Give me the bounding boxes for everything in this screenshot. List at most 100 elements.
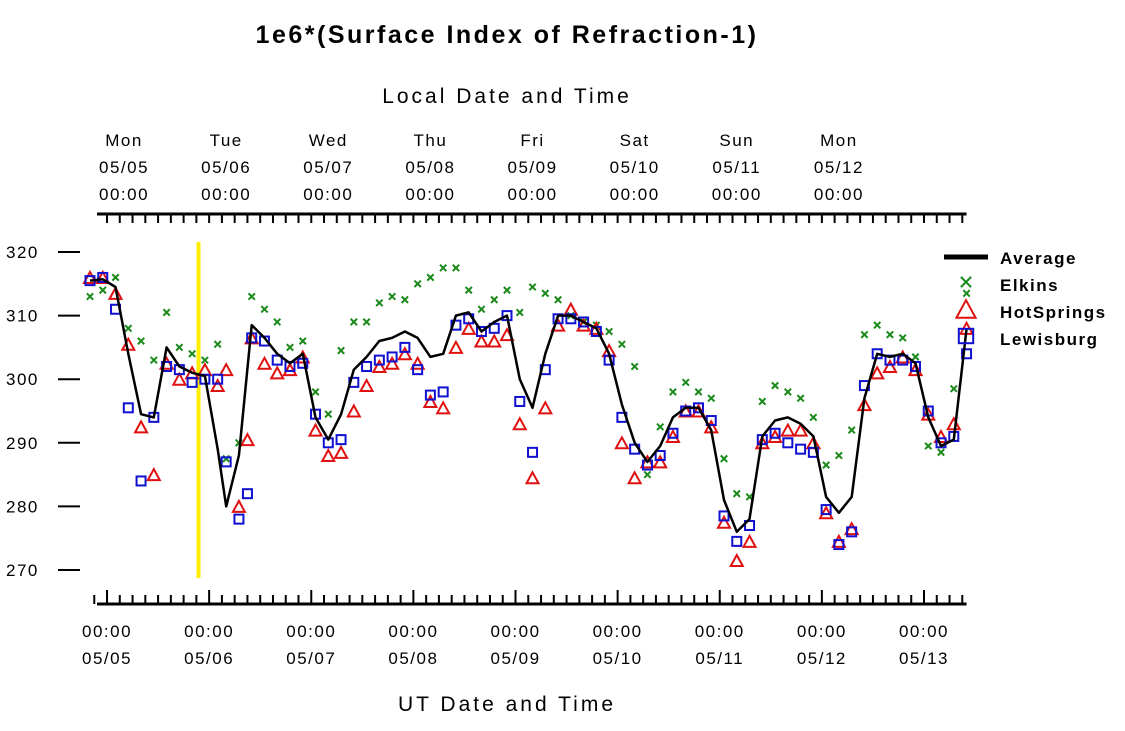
- elkins-point: [439, 263, 448, 272]
- legend-label: Elkins: [1000, 276, 1059, 295]
- hotsprings-point: [614, 435, 630, 450]
- hotsprings-point: [780, 422, 796, 437]
- elkins-point: [758, 397, 767, 406]
- x-stroke: [213, 340, 222, 349]
- hotsprings-point: [831, 533, 847, 548]
- bottom-tick-date-label: 05/08: [388, 649, 438, 668]
- average-line: [89, 278, 968, 534]
- y-tick-label: 270: [6, 561, 39, 580]
- hotsprings-point: [907, 362, 924, 377]
- x-stroke: [962, 289, 971, 298]
- elkins-point: [681, 378, 690, 387]
- hotsprings-point: [563, 301, 579, 316]
- elkins-point: [694, 388, 703, 396]
- x-stroke: [617, 340, 626, 349]
- x-stroke: [349, 318, 358, 326]
- top-axis-title: Local Date and Time: [382, 85, 632, 108]
- hotsprings-point: [218, 362, 234, 377]
- elkins-point: [771, 381, 779, 390]
- legend: Average Elkins HotSprings Lewisburg: [944, 249, 1105, 349]
- hotsprings-point: [307, 422, 324, 437]
- lewisburg-point: [475, 326, 487, 337]
- x-stroke: [694, 388, 703, 396]
- elkins-point: [162, 308, 171, 317]
- elkins-point: [124, 324, 133, 333]
- top-tick-time-label: 00:00: [610, 185, 660, 204]
- elkins-point: [707, 394, 716, 403]
- x-stroke: [630, 362, 639, 371]
- hotsprings-point: [422, 393, 439, 408]
- x-stroke: [439, 263, 448, 272]
- elkins-point: [503, 286, 511, 295]
- elkins-point: [98, 286, 107, 295]
- elkins-point: [260, 305, 269, 314]
- x-stroke: [298, 337, 307, 345]
- elkins-point: [311, 388, 320, 396]
- lewisburg-point: [212, 373, 224, 385]
- top-tick-time-label: 00:00: [303, 185, 353, 204]
- elkins-point: [137, 337, 145, 345]
- x-stroke: [643, 470, 652, 479]
- x-stroke: [873, 321, 882, 330]
- top-tick-date-label: 05/06: [201, 158, 251, 177]
- hotsprings-point: [256, 355, 273, 370]
- top-tick-date-label: 05/12: [814, 158, 864, 177]
- elkins-point: [962, 289, 971, 298]
- plot-area: [82, 263, 975, 567]
- x-stroke: [111, 273, 120, 282]
- lewisburg-point: [961, 348, 973, 360]
- lewisburg-point: [833, 539, 845, 551]
- x-stroke: [669, 388, 677, 396]
- hotsprings-point: [588, 320, 605, 335]
- elkins-point: [809, 413, 818, 422]
- elkins-point: [847, 426, 856, 434]
- hotsprings-point: [197, 362, 213, 377]
- lewisburg-point: [386, 351, 398, 363]
- hotsprings-point: [133, 419, 149, 434]
- top-tick-day-label: Thu: [414, 131, 448, 150]
- x-stroke: [847, 426, 856, 434]
- hotsprings-point: [146, 467, 162, 482]
- lewisburg-point: [335, 434, 347, 446]
- elkins-point: [656, 422, 665, 431]
- x-stroke: [149, 356, 158, 365]
- elkins-point: [286, 343, 294, 352]
- hotsprings-point: [435, 400, 451, 415]
- bottom-tick-time-label: 00:00: [899, 622, 949, 641]
- elkins-point: [464, 286, 473, 295]
- x-stroke: [426, 273, 435, 282]
- lewisburg-point: [795, 443, 807, 455]
- hotsprings-point: [537, 400, 553, 415]
- x-stroke: [515, 308, 524, 317]
- x-stroke: [809, 413, 818, 422]
- elkins-point: [949, 384, 958, 393]
- hotsprings-point: [575, 317, 592, 332]
- top-tick-day-label: Sat: [620, 131, 650, 150]
- top-tick-day-label: Tue: [210, 131, 243, 150]
- legend-item-hotsprings: HotSprings: [954, 298, 1105, 322]
- hotsprings-point: [384, 355, 400, 370]
- hotsprings-point: [82, 269, 98, 284]
- elkins-point: [324, 410, 333, 419]
- top-tick-day-label: Mon: [105, 131, 143, 150]
- x-stroke: [98, 286, 107, 295]
- hotsprings-point: [512, 416, 528, 431]
- lewisburg-point: [488, 322, 500, 334]
- elkins-point: [86, 292, 94, 301]
- bottom-tick-date-label: 05/06: [184, 649, 234, 668]
- lewisburg-point: [718, 510, 730, 522]
- top-tick-day-label: Sun: [719, 131, 754, 150]
- bottom-axis-title: UT Date and Time: [398, 693, 616, 716]
- hotsprings-point: [843, 521, 860, 536]
- x-stroke: [311, 388, 320, 396]
- x-stroke: [541, 289, 550, 298]
- top-tick-time-label: 00:00: [508, 185, 558, 204]
- legend-label: Lewisburg: [1000, 330, 1099, 349]
- x-stroke: [960, 276, 972, 288]
- x-stroke: [528, 283, 537, 291]
- x-stroke: [388, 292, 397, 301]
- bottom-tick-date-label: 05/05: [82, 649, 132, 668]
- x-stroke: [260, 305, 269, 314]
- elkins-point: [911, 353, 920, 361]
